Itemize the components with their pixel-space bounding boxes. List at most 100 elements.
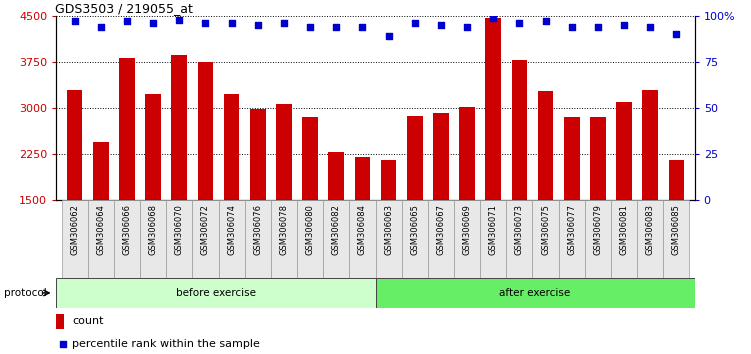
Point [357, 24, 369, 30]
Point [121, 19, 133, 24]
Text: GDS3503 / 219055_at: GDS3503 / 219055_at [55, 2, 193, 15]
Bar [93, 142, 109, 292]
Text: after exercise: after exercise [499, 288, 571, 298]
Bar [245, 200, 271, 278]
Point [330, 24, 342, 30]
Bar [192, 200, 219, 278]
Point [461, 24, 473, 30]
Text: GSM306079: GSM306079 [593, 204, 602, 255]
Point [200, 21, 212, 26]
Bar [506, 200, 532, 278]
Text: GSM306082: GSM306082 [332, 204, 341, 255]
Text: GSM306073: GSM306073 [515, 204, 524, 255]
Bar [381, 160, 397, 292]
Point [95, 24, 107, 30]
Bar [564, 117, 580, 292]
Point [644, 24, 656, 30]
Point [592, 24, 604, 30]
Text: GSM306080: GSM306080 [306, 204, 315, 255]
Point [671, 32, 683, 37]
Text: GSM306064: GSM306064 [96, 204, 105, 255]
Bar [145, 94, 161, 292]
Text: GSM306085: GSM306085 [672, 204, 681, 255]
Text: GSM306083: GSM306083 [646, 204, 655, 255]
Bar [67, 90, 83, 292]
Bar [663, 200, 689, 278]
Bar [616, 102, 632, 292]
Bar [637, 200, 663, 278]
Text: GSM306077: GSM306077 [567, 204, 576, 255]
Text: GSM306070: GSM306070 [175, 204, 184, 255]
Bar [171, 55, 187, 292]
Bar [642, 90, 658, 292]
Point [618, 22, 630, 28]
Point [173, 17, 185, 22]
Bar [454, 200, 480, 278]
Text: GSM306067: GSM306067 [436, 204, 445, 255]
Bar [271, 200, 297, 278]
Bar [668, 160, 684, 292]
Text: GSM306071: GSM306071 [489, 204, 498, 255]
Bar [166, 200, 192, 278]
Bar [511, 60, 527, 292]
Text: GSM306062: GSM306062 [70, 204, 79, 255]
Bar [376, 278, 695, 308]
Bar [480, 200, 506, 278]
Bar [538, 91, 553, 292]
Text: GSM306084: GSM306084 [358, 204, 367, 255]
Point [566, 24, 578, 30]
Point [278, 21, 290, 26]
Bar [459, 107, 475, 292]
Text: GSM306069: GSM306069 [463, 204, 472, 255]
Bar [611, 200, 637, 278]
Bar [250, 109, 266, 292]
Bar [302, 117, 318, 292]
Point [68, 19, 80, 24]
Bar [88, 200, 114, 278]
Point [487, 15, 499, 21]
Bar [56, 278, 376, 308]
Point [147, 21, 159, 26]
Text: GSM306068: GSM306068 [149, 204, 158, 255]
Text: GSM306065: GSM306065 [410, 204, 419, 255]
Text: GSM306066: GSM306066 [122, 204, 131, 255]
Text: GSM306074: GSM306074 [227, 204, 236, 255]
Bar [585, 200, 611, 278]
Point [435, 22, 447, 28]
Point [409, 21, 421, 26]
Bar [276, 104, 292, 292]
Point [252, 22, 264, 28]
Text: GSM306076: GSM306076 [253, 204, 262, 255]
Bar [402, 200, 428, 278]
Bar [349, 200, 376, 278]
Point [225, 21, 237, 26]
Point [539, 19, 551, 24]
Text: GSM306078: GSM306078 [279, 204, 288, 255]
Text: count: count [72, 316, 104, 326]
Text: percentile rank within the sample: percentile rank within the sample [72, 339, 260, 349]
Bar [354, 157, 370, 292]
Bar [433, 113, 449, 292]
Bar [114, 200, 140, 278]
Bar [328, 152, 344, 292]
Bar [532, 200, 559, 278]
Bar [485, 18, 501, 292]
Bar [62, 200, 88, 278]
Bar [119, 58, 135, 292]
Bar [140, 200, 166, 278]
Bar [198, 62, 213, 292]
Bar [407, 116, 423, 292]
Text: GSM306075: GSM306075 [541, 204, 550, 255]
Text: GSM306072: GSM306072 [201, 204, 210, 255]
Text: GSM306063: GSM306063 [384, 204, 393, 255]
Text: GSM306081: GSM306081 [620, 204, 629, 255]
Bar [559, 200, 585, 278]
Bar [376, 200, 402, 278]
Point [382, 33, 394, 39]
Bar [297, 200, 323, 278]
Bar [590, 117, 606, 292]
Bar [224, 94, 240, 292]
Text: protocol: protocol [4, 288, 47, 298]
Bar [219, 200, 245, 278]
Text: before exercise: before exercise [176, 288, 256, 298]
